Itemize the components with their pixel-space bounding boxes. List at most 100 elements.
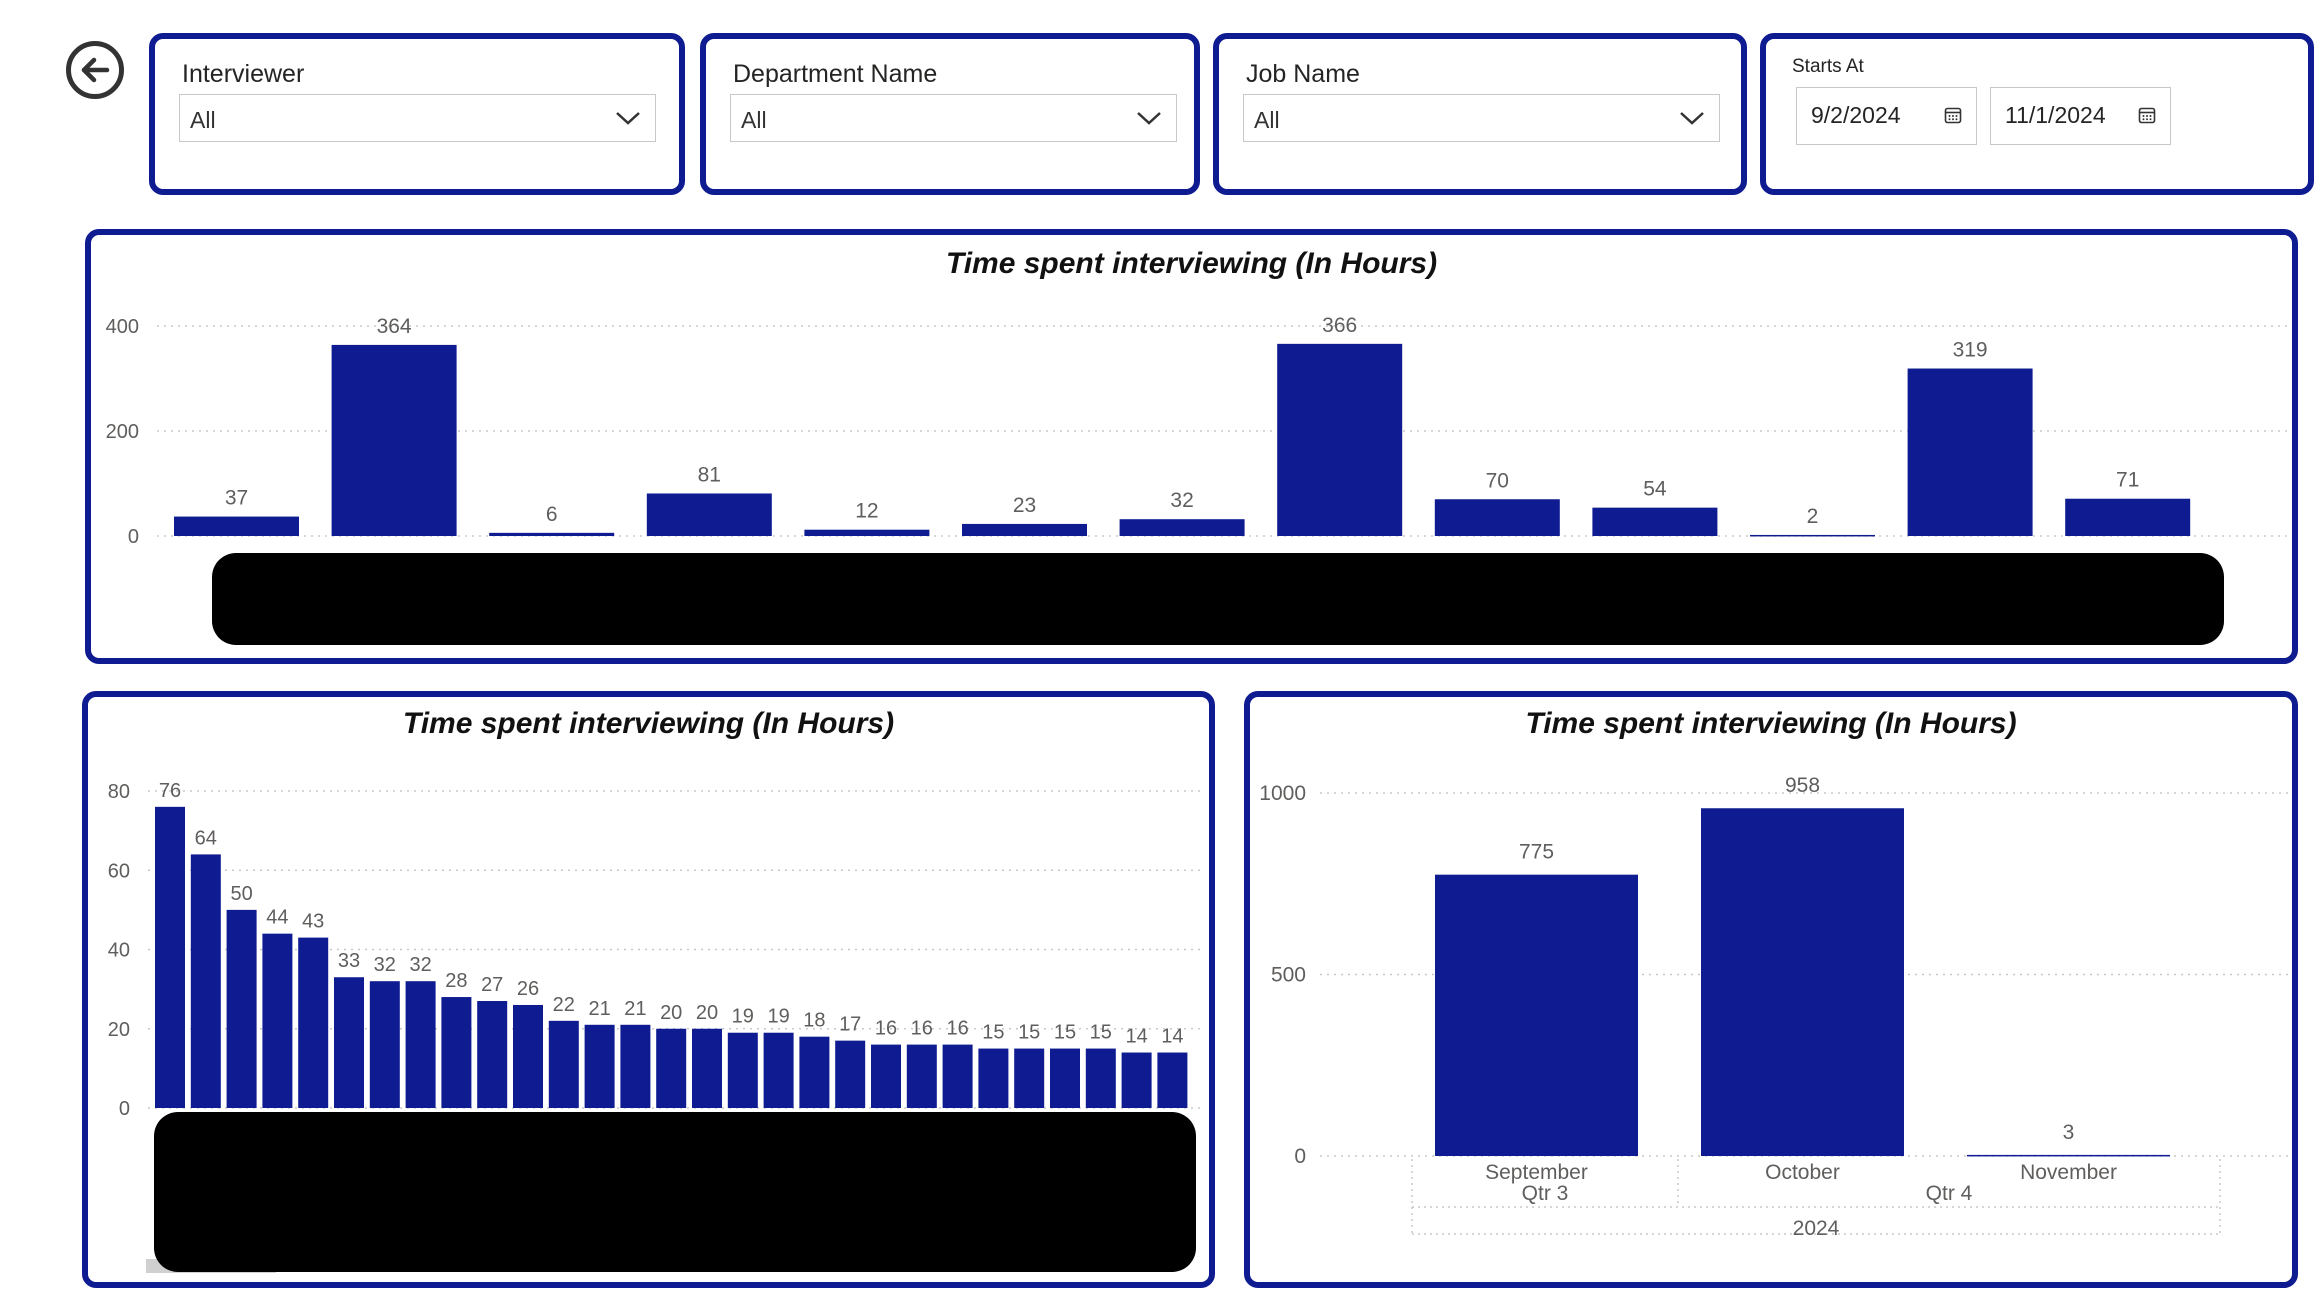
calendar-icon[interactable]: [2138, 106, 2156, 124]
data-label: 366: [1322, 314, 1357, 337]
redacted-axis-labels: [154, 1112, 1196, 1272]
start-date-value: 9/2/2024: [1811, 102, 1901, 128]
bar: [369, 981, 400, 1108]
interviewer-slicer: Interviewer All: [149, 33, 685, 195]
data-label: 44: [266, 907, 288, 929]
bar: [1121, 1052, 1152, 1108]
chevron-down-icon: [1137, 112, 1161, 125]
y-tick-label: 0: [1294, 1145, 1306, 1168]
data-label: 15: [1054, 1022, 1076, 1044]
bar: [584, 1024, 615, 1108]
data-label: 2: [1807, 505, 1819, 528]
data-label: 17: [839, 1014, 861, 1036]
data-label: 23: [1013, 494, 1036, 517]
data-label: 12: [855, 500, 878, 523]
bar: [334, 977, 364, 1108]
start-date-input[interactable]: 9/2/2024: [1796, 87, 1977, 145]
y-tick-label: 500: [1271, 964, 1306, 987]
data-label: 27: [481, 974, 503, 996]
data-label: 15: [1018, 1022, 1040, 1044]
back-button[interactable]: [66, 41, 124, 99]
chart-title-bottom-left: Time spent interviewing (In Hours): [402, 707, 895, 740]
interviewer-dropdown[interactable]: All: [179, 94, 656, 142]
bar-chart-top: 0 200 400 37 364 6 81 12 23 32 366 70 54 2 319 71: [106, 314, 2291, 548]
calendar-icon[interactable]: [1944, 106, 1962, 124]
chevron-down-icon: [616, 112, 640, 125]
bar: [1435, 874, 1638, 1156]
data-label: 19: [732, 1006, 754, 1028]
bar-chart-bottom-left: 0 20 40 60 80 76 64 50 44 43 33 32 32 28 27 26 22 21 21 20 2…: [108, 780, 1203, 1120]
job-dropdown[interactable]: All: [1243, 94, 1720, 142]
bar: [1907, 368, 2033, 536]
x-axis-quarter-label: Qtr 3: [1522, 1182, 1569, 1205]
bar: [835, 1040, 866, 1108]
data-label: 28: [445, 970, 467, 992]
data-label: 32: [409, 954, 431, 976]
data-label: 32: [374, 954, 396, 976]
bar: [1014, 1048, 1045, 1108]
bar: [804, 529, 930, 536]
bar: [331, 344, 457, 536]
bar: [1434, 499, 1560, 536]
bar: [906, 1044, 937, 1108]
bar: [1592, 507, 1718, 536]
department-slicer: Department Name All: [700, 33, 1200, 195]
bar: [1967, 1154, 2170, 1157]
data-label: 16: [911, 1018, 933, 1040]
data-label: 14: [1125, 1026, 1147, 1048]
bar-chart-bottom-right: 0 500 1000 775 958 3 September October November Q…: [1259, 774, 2290, 1240]
bar: [298, 937, 329, 1108]
y-tick-label: 60: [108, 860, 130, 882]
data-label: 81: [698, 463, 721, 486]
data-label: 20: [696, 1002, 718, 1024]
bar: [155, 806, 185, 1108]
chart-title-bottom-right: Time spent interviewing (In Hours): [1525, 707, 2017, 740]
job-dropdown-value: All: [1254, 107, 1280, 133]
data-label: 364: [377, 315, 412, 338]
bar: [646, 493, 772, 536]
bar: [620, 1024, 651, 1108]
bar: [190, 854, 221, 1108]
job-slicer-title: Job Name: [1246, 60, 1360, 88]
y-tick-label: 80: [108, 781, 130, 803]
y-tick-label: 20: [108, 1019, 130, 1041]
bar: [262, 933, 293, 1108]
data-label: 16: [875, 1018, 897, 1040]
data-label: 15: [1090, 1022, 1112, 1044]
bar: [405, 981, 436, 1108]
data-label: 43: [302, 911, 324, 933]
data-label: 16: [946, 1018, 968, 1040]
bar: [727, 1032, 758, 1108]
x-axis-year-label: 2024: [1793, 1217, 1840, 1240]
department-dropdown[interactable]: All: [730, 94, 1177, 142]
data-label: 64: [195, 827, 217, 849]
data-label: 71: [2116, 469, 2139, 492]
y-tick-label: 0: [119, 1098, 130, 1120]
x-axis-quarter-label: Qtr 4: [1926, 1182, 1973, 1205]
data-label: 319: [1953, 339, 1988, 362]
department-slicer-title: Department Name: [733, 60, 938, 88]
bar: [1157, 1052, 1188, 1108]
y-tick-label: 0: [128, 526, 139, 548]
data-label: 775: [1519, 841, 1554, 864]
end-date-input[interactable]: 11/1/2024: [1990, 87, 2171, 145]
bar: [978, 1048, 1009, 1108]
data-label: 18: [803, 1010, 825, 1032]
interviewer-slicer-title: Interviewer: [182, 60, 305, 88]
data-label: 76: [159, 780, 181, 802]
starts-at-slicer: Starts At 9/2/2024 11/1/2024: [1760, 33, 2314, 195]
data-label: 26: [517, 978, 539, 1000]
bar: [441, 997, 472, 1108]
job-slicer: Job Name All: [1213, 33, 1747, 195]
data-label: 37: [225, 487, 248, 510]
data-label: 15: [982, 1022, 1004, 1044]
data-label: 20: [660, 1002, 682, 1024]
bar: [871, 1044, 901, 1108]
interviewer-dropdown-value: All: [190, 107, 216, 133]
back-arrow-circle-icon: [81, 57, 110, 83]
department-dropdown-value: All: [741, 107, 767, 133]
data-label: 3: [2063, 1121, 2075, 1144]
data-label: 19: [767, 1006, 789, 1028]
x-axis-month-label: September: [1485, 1161, 1588, 1184]
bar: [477, 1001, 508, 1108]
